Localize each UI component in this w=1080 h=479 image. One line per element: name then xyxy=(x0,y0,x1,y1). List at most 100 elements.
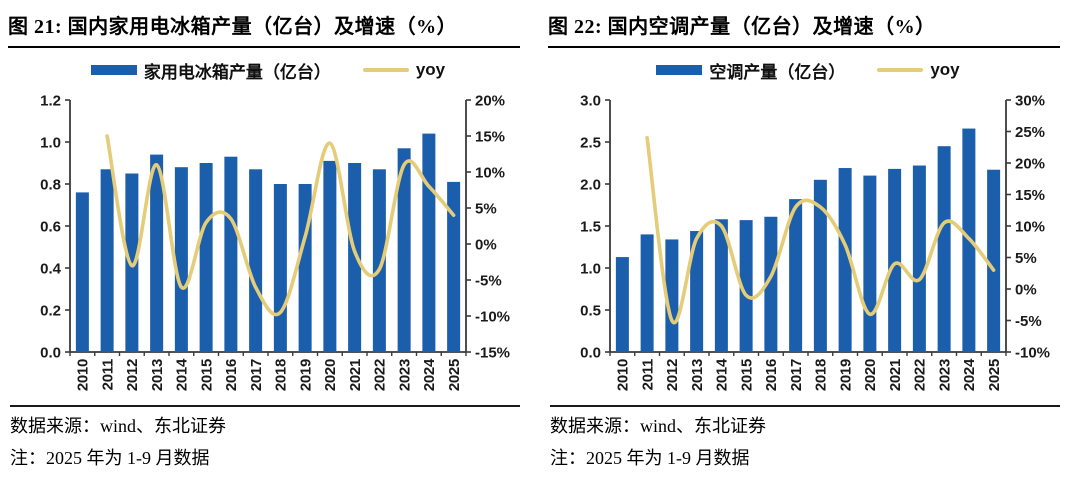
right-axis-tick-label: -10% xyxy=(475,308,510,325)
x-axis-label-2016: 2016 xyxy=(223,359,240,391)
left-axis-tick-label: 0.5 xyxy=(580,302,601,319)
x-axis-label-2016: 2016 xyxy=(763,359,780,391)
left-axis-tick-label: 1.2 xyxy=(40,92,61,109)
x-axis-label-2022: 2022 xyxy=(912,359,929,391)
x-axis-label-2011: 2011 xyxy=(639,359,656,390)
right-axis-tick-label: -5% xyxy=(1015,313,1042,330)
x-axis-label-2020: 2020 xyxy=(322,359,339,391)
bar-2017 xyxy=(789,199,803,352)
line-series-swatch xyxy=(362,68,409,72)
right-axis-tick-label: -15% xyxy=(475,344,510,361)
yoy-line xyxy=(645,136,996,325)
figure-21-panel: 图 21: 国内家用电冰箱产量（亿台）及增速（%） 家用电冰箱产量（亿台） yo… xyxy=(8,10,520,468)
x-axis-label-2015: 2015 xyxy=(738,359,755,391)
bar-2018 xyxy=(273,184,287,352)
right-axis-tick-label: 30% xyxy=(1015,92,1045,109)
x-axis-label-2025: 2025 xyxy=(446,359,463,391)
bar-2025 xyxy=(447,181,461,352)
x-axis-label-2010: 2010 xyxy=(75,359,92,391)
left-axis-tick-label: 0.0 xyxy=(580,344,601,361)
legend-item-yoy: yoy xyxy=(877,60,960,80)
bar-2023 xyxy=(397,148,411,352)
x-axis-label-2024: 2024 xyxy=(421,358,438,391)
x-axis-label-2013: 2013 xyxy=(689,359,706,391)
right-axis-tick-label: 20% xyxy=(1015,155,1045,172)
x-axis-label-2019: 2019 xyxy=(837,359,854,391)
figure-21-title: 图 21: 国内家用电冰箱产量（亿台）及增速（%） xyxy=(8,10,520,48)
bar-2022 xyxy=(912,165,926,352)
right-axis-tick-label: 15% xyxy=(475,128,505,145)
legend-item-production: 家用电冰箱产量（亿台） xyxy=(90,58,331,83)
x-axis-label-2014: 2014 xyxy=(714,358,731,391)
x-axis-label-2019: 2019 xyxy=(297,359,314,391)
right-axis-tick-label: 0% xyxy=(1015,281,1037,298)
bar-2018 xyxy=(813,179,827,352)
right-axis-tick-label: 5% xyxy=(1015,250,1037,267)
bar-2021 xyxy=(348,163,362,352)
right-axis-tick-label: -5% xyxy=(475,272,502,289)
footnote-text: 注：2025 年为 1-9 月数据 xyxy=(550,448,750,468)
x-axis-label-2024: 2024 xyxy=(961,358,978,391)
x-axis-label-2018: 2018 xyxy=(273,359,290,391)
line-series-label: yoy xyxy=(415,60,446,79)
data-source-text: 数据来源：wind、东北证券 xyxy=(550,416,766,436)
footer-divider xyxy=(550,405,1060,407)
x-axis-label-2020: 2020 xyxy=(862,359,879,391)
right-axis-tick-label: 10% xyxy=(475,164,505,181)
bar-2014 xyxy=(714,219,728,352)
bar-2015 xyxy=(739,220,753,352)
right-axis-tick-label: -10% xyxy=(1015,344,1050,361)
legend-item-production: 空调产量（亿台） xyxy=(656,58,845,83)
figure-22-panel: 图 22: 国内空调产量（亿台）及增速（%） 空调产量（亿台） yoy 0.0 0… xyxy=(540,0,1080,479)
figure-21-legend: 家用电冰箱产量（亿台） yoy xyxy=(70,58,466,82)
line-series-swatch xyxy=(877,68,924,72)
bar-series-label: 空调产量（亿台） xyxy=(709,62,846,82)
x-axis-label-2012: 2012 xyxy=(664,359,681,391)
x-axis-label-2017: 2017 xyxy=(788,359,805,391)
bar-2015 xyxy=(199,163,213,352)
left-axis-tick-label: 2.0 xyxy=(580,176,601,193)
right-axis-tick-label: 25% xyxy=(1015,124,1045,141)
bar-2016 xyxy=(224,156,238,352)
bar-2012 xyxy=(125,173,139,352)
figure-22-title: 图 22: 国内空调产量（亿台）及增速（%） xyxy=(548,10,1060,48)
right-axis-tick-label: 10% xyxy=(1015,218,1045,235)
left-axis-tick-label: 3.0 xyxy=(580,92,601,109)
bar-2019 xyxy=(838,168,852,352)
bar-2021 xyxy=(888,168,902,352)
bar-2010 xyxy=(75,192,89,352)
bar-2017 xyxy=(249,169,263,352)
left-axis-tick-label: 1.0 xyxy=(40,134,61,151)
x-axis-label-2021: 2021 xyxy=(347,359,364,391)
bar-2013 xyxy=(150,154,164,352)
x-axis-label-2012: 2012 xyxy=(124,359,141,391)
x-axis-label-2015: 2015 xyxy=(198,359,215,391)
x-axis-label-2025: 2025 xyxy=(986,359,1003,391)
air-conditioner-combo-chart: 0.0 0.5 1.0 1.5 2.0 2.5 3.0 -10% -5% 0% 5% 10% 15% 20… xyxy=(580,92,1050,391)
left-axis-tick-label: 0.4 xyxy=(40,260,62,277)
bar-2025 xyxy=(987,169,1001,352)
x-axis-label-2021: 2021 xyxy=(887,359,904,391)
bar-2020 xyxy=(863,175,877,352)
bar-2024 xyxy=(422,133,436,352)
right-axis-tick-label: 15% xyxy=(1015,187,1045,204)
yoy-line xyxy=(105,134,456,317)
x-axis-label-2013: 2013 xyxy=(149,359,166,391)
x-axis-label-2010: 2010 xyxy=(615,359,632,391)
right-axis-tick-label: 20% xyxy=(475,92,505,109)
x-axis-label-2017: 2017 xyxy=(248,359,265,391)
left-axis-tick-label: 1.0 xyxy=(580,260,601,277)
right-axis-tick-label: 0% xyxy=(475,236,497,253)
x-axis-label-2011: 2011 xyxy=(99,359,116,390)
x-axis-label-2014: 2014 xyxy=(174,358,191,391)
bar-2023 xyxy=(937,146,951,352)
left-axis-tick-label: 0.2 xyxy=(40,302,61,319)
x-axis-label-2018: 2018 xyxy=(813,359,830,391)
line-series-label: yoy xyxy=(930,60,960,79)
right-axis-tick-label: 5% xyxy=(475,200,497,217)
x-axis-label-2022: 2022 xyxy=(372,359,389,391)
bar-series-swatch xyxy=(656,65,703,75)
bar-2010 xyxy=(615,257,629,352)
left-axis-tick-label: 2.5 xyxy=(580,134,601,151)
